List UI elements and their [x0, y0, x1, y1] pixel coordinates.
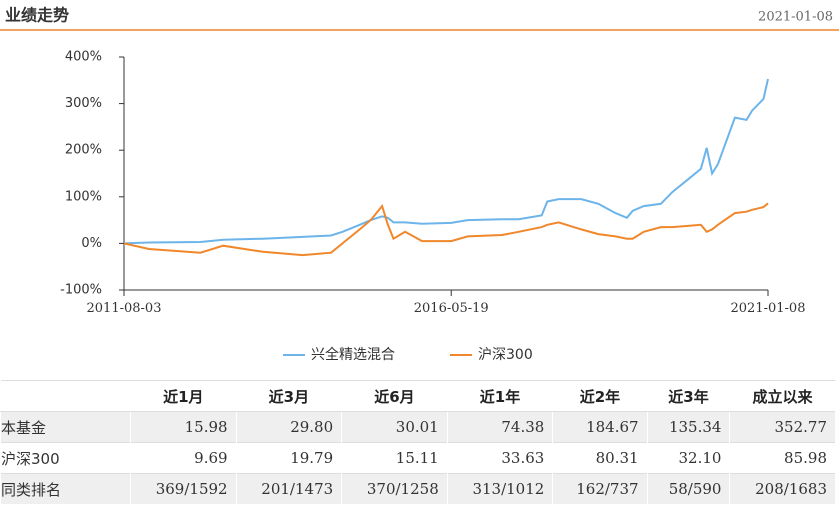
table-cell: 162/737: [552, 473, 648, 504]
table-cell: 370/1258: [341, 473, 448, 504]
corner-cell: [0, 380, 131, 412]
x-tick-label: 2021-01-08: [731, 301, 806, 316]
table-cell: 80.31: [552, 442, 648, 474]
column-header: 近1年: [447, 380, 553, 412]
x-tick-label: 2016-05-19: [414, 301, 489, 316]
row-label: 本基金: [0, 411, 131, 443]
table-cell: 369/1592: [130, 473, 237, 504]
y-tick-label: 400%: [65, 50, 102, 65]
table-cell: 58/590: [646, 473, 730, 504]
page-title: 业绩走势: [5, 6, 69, 25]
series-line: [123, 78, 769, 245]
series-line: [123, 202, 769, 257]
legend-label: 沪深300: [478, 347, 533, 363]
chart: 业绩走势 2021-01-08 -100% 0% 100% 200% 300% 400% 2…: [0, 6, 839, 363]
column-header: 近6月: [341, 380, 448, 412]
table-cell: 32.10: [646, 442, 730, 474]
table-cell: 33.63: [446, 442, 553, 474]
column-header: 近3年: [647, 380, 730, 412]
y-tick-label: 100%: [65, 189, 102, 204]
column-header: 成立以来: [729, 380, 835, 412]
header-row: 近1月 近3月 近6月 近1年 近2年 近3年 成立以来: [0, 380, 835, 412]
performance-table: 近1月 近3月 近6月 近1年 近2年 近3年 成立以来 本基金 15.98 29.80 30.01…: [0, 380, 835, 504]
legend-label: 兴全精选混合: [311, 346, 395, 363]
row-label: 沪深300: [0, 442, 131, 474]
table-cell: 9.69: [130, 442, 237, 474]
table-cell: 19.79: [235, 442, 342, 474]
y-tick-label: -100%: [60, 283, 102, 298]
table-cell: 29.80: [235, 411, 342, 443]
table-cell: 15.11: [341, 442, 448, 474]
column-header: 近3月: [236, 380, 342, 412]
table-cell: 208/1683: [729, 473, 835, 504]
table-cell: 15.98: [130, 411, 237, 443]
table-cell: 135.34: [646, 411, 730, 443]
table-cell: 30.01: [341, 411, 448, 443]
table-cell: 85.98: [729, 442, 835, 474]
column-header: 近1月: [130, 380, 237, 412]
table-cell: 313/1012: [446, 473, 553, 504]
y-tick-label: 200%: [65, 143, 102, 158]
x-tick-label: 2011-08-03: [87, 301, 162, 316]
table-row: 沪深300 9.69 19.79 15.11 33.63 80.31 32.10 85.98: [0, 442, 835, 474]
table-cell: 184.67: [552, 411, 648, 443]
table-cell: 201/1473: [235, 473, 342, 504]
y-tick-label: 300%: [65, 96, 102, 111]
table-row: 同类排名 369/1592 201/1473 370/1258 313/1012 162/…: [0, 473, 835, 504]
page-date: 2021-01-08: [758, 10, 833, 25]
column-header: 近2年: [552, 380, 648, 412]
y-tick-label: 0%: [81, 236, 102, 251]
table-cell: 352.77: [729, 411, 835, 443]
row-label: 同类排名: [0, 473, 131, 504]
table-cell: 74.38: [446, 411, 553, 443]
table-row: 本基金 15.98 29.80 30.01 74.38 184.67 135.34 352.7…: [0, 411, 835, 443]
